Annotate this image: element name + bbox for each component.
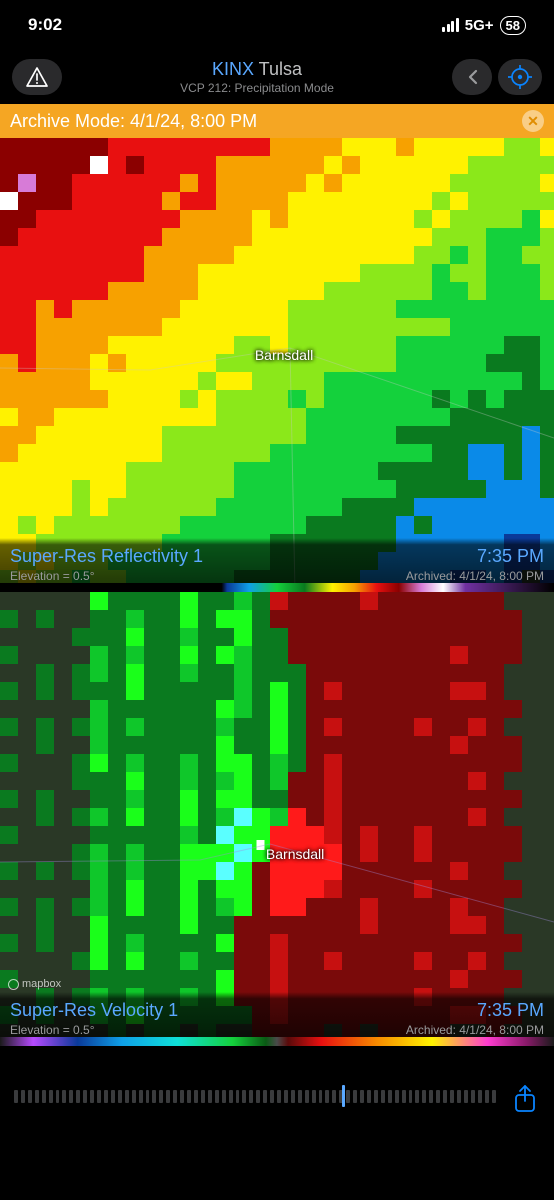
status-bar: 9:02 5G+ 58 bbox=[0, 0, 554, 50]
mapbox-text: mapbox bbox=[22, 978, 61, 990]
mapbox-icon bbox=[8, 979, 19, 990]
product-title: Super-Res Velocity 1 bbox=[10, 1000, 178, 1021]
archive-label: Archive Mode: 4/1/24, 8:00 PM bbox=[10, 111, 257, 132]
station-subtitle: VCP 212: Precipitation Mode bbox=[72, 81, 442, 95]
archive-close-button[interactable]: ✕ bbox=[522, 110, 544, 132]
mapbox-attribution: mapbox bbox=[8, 978, 61, 990]
back-button[interactable] bbox=[452, 59, 492, 95]
archived-label: Archived: 4/1/24, 8:00 PM bbox=[406, 1023, 544, 1037]
city-label: Barnsdall bbox=[255, 347, 313, 363]
station-code: KINX bbox=[212, 59, 254, 79]
product-time: 7:35 PM bbox=[477, 1000, 544, 1021]
reflectivity-color-scale bbox=[0, 583, 554, 592]
elevation-label: Elevation = 0.5° bbox=[10, 569, 95, 583]
elevation-label: Elevation = 0.5° bbox=[10, 1023, 95, 1037]
archive-banner: Archive Mode: 4/1/24, 8:00 PM ✕ bbox=[0, 104, 554, 138]
chevron-left-icon bbox=[467, 69, 478, 85]
app-header: KINX Tulsa VCP 212: Precipitation Mode bbox=[0, 50, 554, 104]
signal-bars-icon bbox=[442, 18, 459, 32]
timeline-marker[interactable] bbox=[342, 1085, 345, 1107]
timeline-scrubber[interactable] bbox=[14, 1084, 496, 1108]
share-icon bbox=[514, 1085, 536, 1113]
timeline-ticks bbox=[14, 1087, 496, 1105]
close-icon: ✕ bbox=[527, 113, 539, 130]
panel-info: Super-Res Velocity 1 7:35 PM Elevation =… bbox=[0, 992, 554, 1037]
velocity-panel[interactable]: Barnsdall mapbox Super-Res Velocity 1 7:… bbox=[0, 592, 554, 1046]
alerts-button[interactable] bbox=[12, 59, 62, 95]
product-time: 7:35 PM bbox=[477, 546, 544, 567]
archived-label: Archived: 4/1/24, 8:00 PM bbox=[406, 569, 544, 583]
station-city: Tulsa bbox=[259, 59, 302, 79]
reflectivity-radar-image bbox=[0, 138, 554, 592]
city-label: Barnsdall bbox=[266, 846, 324, 862]
locate-button[interactable] bbox=[498, 59, 542, 95]
footer bbox=[0, 1066, 554, 1200]
status-right: 5G+ 58 bbox=[442, 16, 526, 35]
target-icon bbox=[508, 65, 532, 89]
warning-icon bbox=[26, 67, 48, 87]
station-title[interactable]: KINX Tulsa VCP 212: Precipitation Mode bbox=[72, 59, 442, 95]
status-time: 9:02 bbox=[28, 15, 62, 35]
panel-info: Super-Res Reflectivity 1 7:35 PM Elevati… bbox=[0, 538, 554, 583]
network-label: 5G+ bbox=[465, 17, 494, 34]
velocity-radar-image bbox=[0, 592, 554, 1046]
share-button[interactable] bbox=[510, 1084, 540, 1114]
product-title: Super-Res Reflectivity 1 bbox=[10, 546, 203, 567]
battery-level: 58 bbox=[500, 16, 526, 35]
velocity-color-scale bbox=[0, 1037, 554, 1046]
reflectivity-panel[interactable]: Barnsdall Super-Res Reflectivity 1 7:35 … bbox=[0, 138, 554, 592]
